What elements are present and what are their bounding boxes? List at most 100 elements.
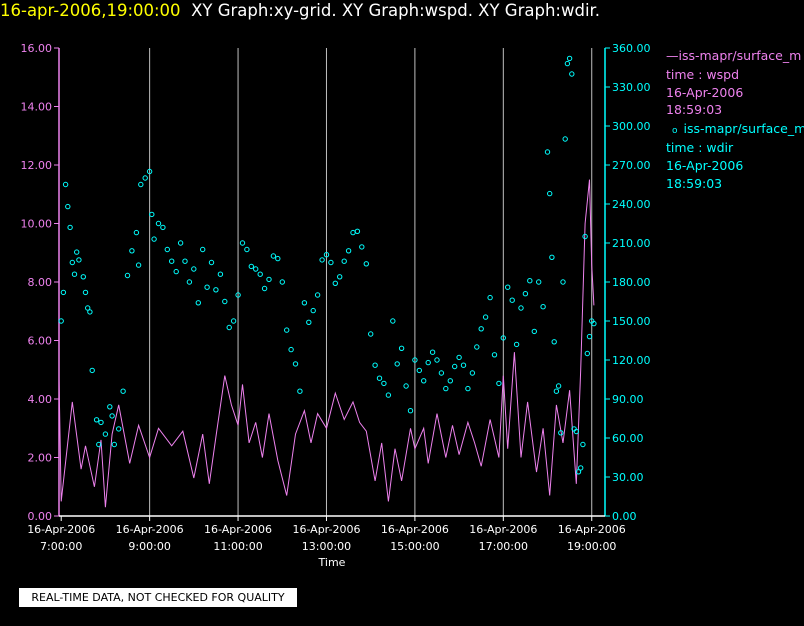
y-right-tick-label: 0.00 [612,510,637,523]
legend-wspd-date: 16-Apr-2006 [666,85,744,100]
y-left-tick-label: 2.00 [28,452,53,465]
wdir-point [337,274,343,280]
y-right-tick-label: 330.00 [612,81,651,94]
wdir-point [102,431,109,437]
wdir-series-layer [58,55,597,475]
wdir-point [443,385,449,392]
wdir-point [522,291,529,297]
x-axis-title: Time [318,556,346,569]
wdir-point [562,136,568,142]
y-right-tick-label: 60.00 [612,432,644,445]
wdir-point [332,280,338,286]
y-right-tick-label: 150.00 [612,315,651,328]
wdir-point [195,300,202,306]
wdir-point [551,339,557,345]
wdir-point [93,417,100,423]
wdir-point [60,289,67,296]
wdir-point [323,252,330,258]
wdir-point [394,361,400,367]
x-tick-time-label: 15:00:00 [390,540,439,553]
wdir-point [164,246,171,253]
y-left-tick-label: 12.00 [21,159,53,172]
wdir-point [226,324,232,331]
timestamp-label: 16-apr-2006,19:00:00 [0,1,181,20]
legend-wdir-name-row: o iss-mapr/surface_m [666,120,804,140]
wdir-point [469,370,476,376]
y-right-tick-label: 240.00 [612,198,651,211]
wdir-point [138,181,144,188]
wdir-point [531,328,537,335]
wdir-point [284,327,290,333]
wdir-point [213,287,219,293]
wdir-point [578,465,584,471]
wdir-point [69,259,76,266]
x-tick-time-label: 9:00:00 [128,540,170,553]
wdir-point [456,354,462,361]
wdir-point [429,349,436,355]
wdir-point [584,350,590,357]
wdir-point [434,357,440,363]
wdir-point [447,378,453,384]
wdir-point [58,318,64,324]
legend-wspd-name: iss-mapr/surface_m [678,48,802,63]
wdir-point [310,307,316,314]
legend-wdir-time: 18:59:03 [666,176,723,191]
wdir-point [372,362,378,368]
wdir-point [478,326,484,332]
wdir-point [87,309,93,315]
x-tick-date-label: 16-Apr-2006 [204,523,272,536]
wdir-point [547,190,553,197]
wdir-point [513,341,520,348]
wdir-point [390,318,396,324]
wdir-point [239,240,246,246]
wdir-point [177,240,184,246]
x-tick-date-label: 16-Apr-2006 [292,523,360,536]
wdir-point [71,271,78,277]
wdir-point [257,271,263,277]
wdir-point [275,255,281,262]
y-left-tick-label: 14.00 [21,101,53,114]
x-tick-date-label: 16-Apr-2006 [27,523,95,536]
wdir-point [67,224,73,231]
wdir-point [553,388,560,394]
wdir-point [109,413,115,419]
x-tick-date-label: 16-Apr-2006 [469,523,537,536]
wdir-point [505,284,511,290]
wdir-point [120,388,126,394]
wdir-point [160,224,166,231]
wdir-point [186,279,193,285]
y-right-tick-label: 360.00 [612,42,651,55]
wdir-point [474,344,480,350]
wdir-point [319,257,325,263]
wdir-point [135,262,142,268]
y-right-tick-label: 30.00 [612,471,644,484]
wdir-point [582,233,588,240]
wdir-point [149,211,155,218]
y-right-tick-label: 300.00 [612,120,651,133]
y-right-tick-label: 180.00 [612,276,651,289]
y-left-tick-label: 4.00 [28,393,53,406]
legend-wspd-line-marker: — [666,48,679,63]
wdir-point [350,229,356,236]
wdir-point [540,304,546,310]
wdir-point [385,392,392,398]
wdir-point [345,248,352,254]
wdir-point [359,244,365,250]
y-right-tick-label: 270.00 [612,159,651,172]
legend-wspd-name-row: —iss-mapr/surface_m [666,47,801,65]
wdir-point [85,305,91,311]
wdir-point [549,254,555,260]
wdir-point [306,319,312,325]
wdir-point [314,292,321,298]
wdir-point [266,276,272,283]
x-tick-time-label: 17:00:00 [479,540,528,553]
x-tick-time-label: 13:00:00 [302,540,351,553]
wdir-point [509,297,515,303]
wdir-point [555,383,562,389]
wdir-point [235,292,241,298]
wdir-point [518,305,524,311]
wdir-point [560,279,566,285]
y-left-tick-label: 6.00 [28,335,53,348]
wdir-point [111,441,118,448]
